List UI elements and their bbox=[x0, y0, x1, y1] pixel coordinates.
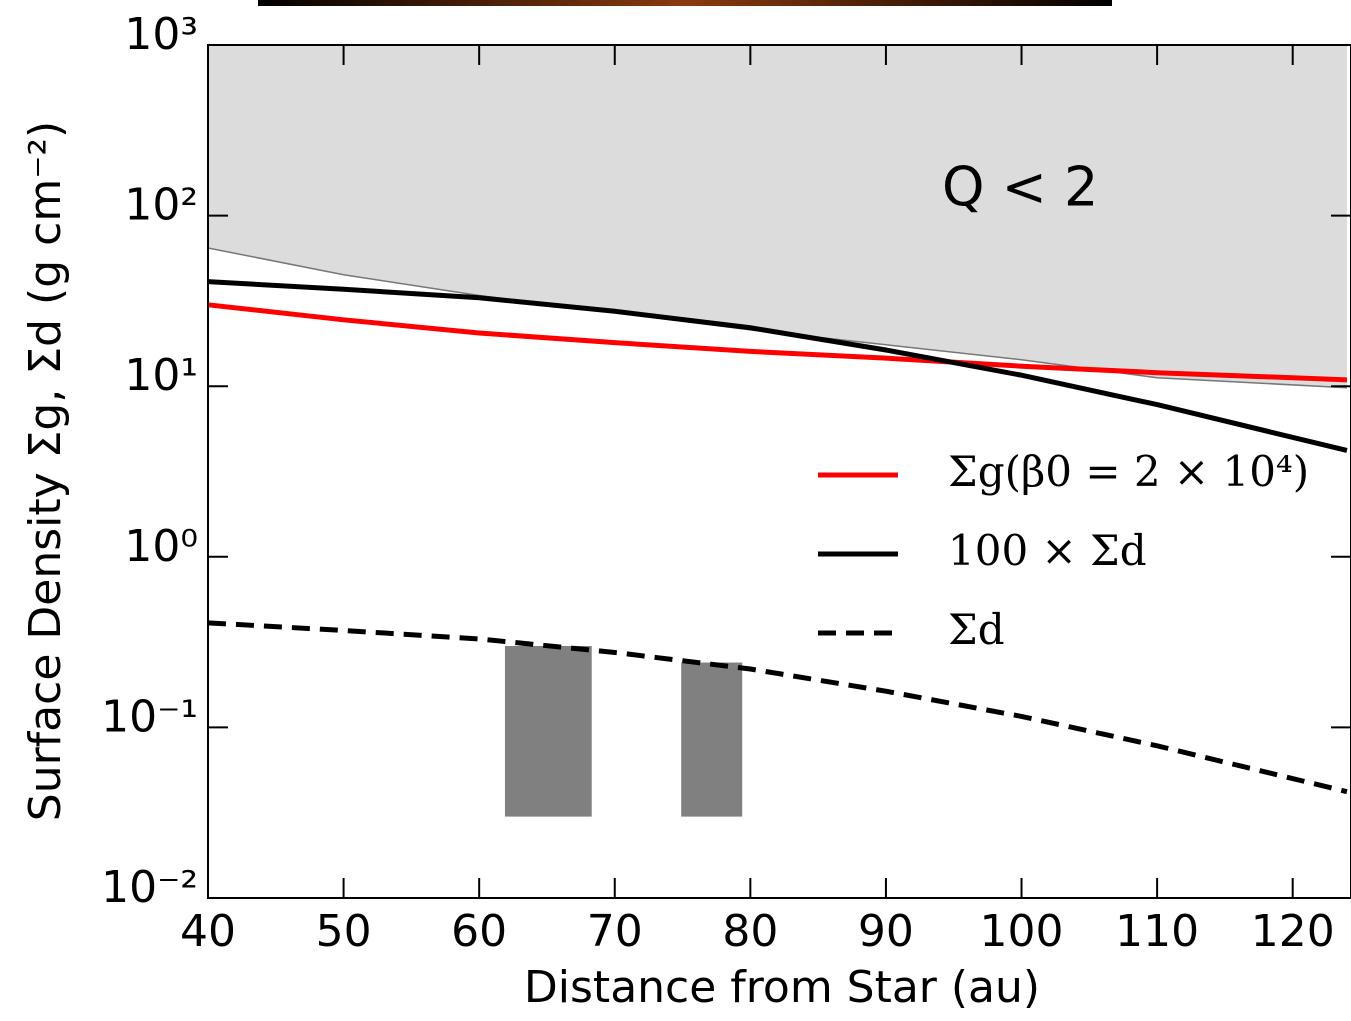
bar bbox=[504, 646, 592, 817]
x-tick-label: 90 bbox=[858, 906, 914, 957]
x-tick-label: 120 bbox=[1251, 906, 1335, 957]
y-tick-label: 10³ bbox=[124, 9, 198, 60]
x-tick-label: 80 bbox=[722, 906, 778, 957]
y-tick-label: 10⁰ bbox=[124, 521, 198, 572]
x-tick-label: 100 bbox=[980, 906, 1064, 957]
legend-label: Σg(β0 = 2 × 10⁴) bbox=[948, 447, 1309, 496]
annotation: Q < 2 bbox=[942, 155, 1098, 218]
x-tick-label: 60 bbox=[451, 906, 507, 957]
x-tick-label: 50 bbox=[316, 906, 372, 957]
line bbox=[207, 279, 1348, 453]
x-tick-label: 40 bbox=[180, 906, 236, 957]
plot-frame bbox=[207, 44, 1351, 899]
x-tick-label: 70 bbox=[587, 906, 643, 957]
y-tick-label: 10⁻¹ bbox=[101, 691, 198, 742]
y-tick-label: 10⁻² bbox=[101, 862, 198, 913]
y-tick-label: 10¹ bbox=[124, 350, 198, 401]
line bbox=[207, 620, 1348, 795]
y-tick-label: 10² bbox=[124, 180, 198, 231]
legend-label: 100 × Σd bbox=[948, 526, 1147, 575]
y-axis-label: Surface Density Σg, Σd (g cm⁻²) bbox=[20, 121, 71, 821]
bar bbox=[681, 662, 743, 817]
image-strip bbox=[258, 0, 1112, 6]
line bbox=[207, 302, 1348, 383]
x-axis-label: Distance from Star (au) bbox=[524, 962, 1040, 1013]
x-tick-label: 110 bbox=[1115, 906, 1199, 957]
legend-label: Σd bbox=[948, 605, 1005, 654]
shaded-region bbox=[208, 45, 1347, 388]
